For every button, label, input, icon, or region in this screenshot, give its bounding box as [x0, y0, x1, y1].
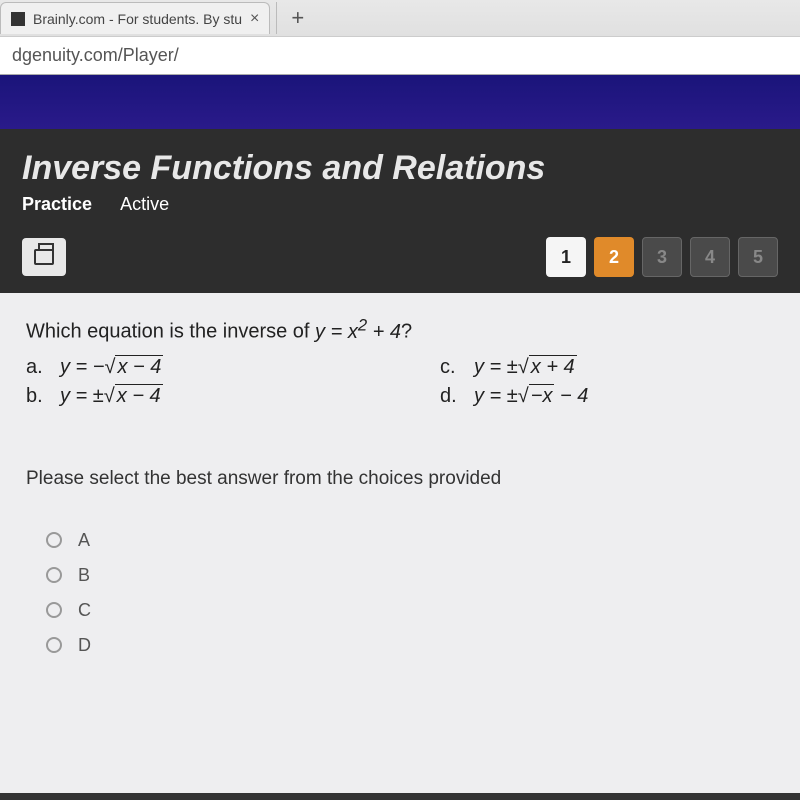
answer-a[interactable]: A [46, 530, 774, 551]
question-content: Which equation is the inverse of y = x2 … [0, 293, 800, 793]
option-a-expr: y = −x − 4 [60, 356, 163, 379]
browser-chrome: Brainly.com - For students. By stu × + d… [0, 0, 800, 75]
option-b: b. y = ±x − 4 [26, 385, 360, 408]
course-subtitle: Practice Active [22, 194, 778, 215]
page-4-button[interactable]: 4 [690, 237, 730, 277]
course-header: Inverse Functions and Relations Practice… [0, 129, 800, 227]
option-d: d. y = ±−x − 4 [440, 385, 774, 408]
option-c: c. y = ±x + 4 [440, 356, 774, 379]
option-c-label: c. [440, 356, 460, 379]
answer-options: a. y = −x − 4 c. y = ±x + 4 b. y = ±x − … [26, 356, 774, 408]
question-stem: Which equation is the inverse of y = x2 … [26, 315, 774, 344]
page-1-button[interactable]: 1 [546, 237, 586, 277]
option-a: a. y = −x − 4 [26, 356, 360, 379]
answer-radios: A B C D [26, 530, 774, 656]
option-b-label: b. [26, 385, 46, 408]
option-c-expr: y = ±x + 4 [474, 356, 577, 379]
toolbar: 1 2 3 4 5 [0, 227, 800, 293]
option-a-label: a. [26, 356, 46, 379]
answer-d-label: D [78, 635, 91, 656]
answer-b-label: B [78, 565, 90, 586]
answer-c-label: C [78, 600, 91, 621]
print-button[interactable] [22, 238, 66, 276]
course-mode: Practice [22, 194, 92, 215]
radio-b[interactable] [46, 567, 62, 583]
app-header-strip [0, 75, 800, 129]
browser-tab[interactable]: Brainly.com - For students. By stu × [0, 2, 270, 34]
question-pager: 1 2 3 4 5 [546, 237, 778, 277]
url-text: dgenuity.com/Player/ [12, 45, 179, 66]
answer-b[interactable]: B [46, 565, 774, 586]
option-d-label: d. [440, 385, 460, 408]
radio-d[interactable] [46, 637, 62, 653]
course-state: Active [120, 194, 169, 215]
tab-close-icon[interactable]: × [250, 10, 259, 28]
option-d-expr: y = ±−x − 4 [474, 385, 588, 408]
new-tab-button[interactable]: + [276, 2, 318, 34]
answer-a-label: A [78, 530, 90, 551]
answer-d[interactable]: D [46, 635, 774, 656]
page-5-button[interactable]: 5 [738, 237, 778, 277]
question-expr: y = x2 + 4 [315, 321, 401, 343]
page-3-button[interactable]: 3 [642, 237, 682, 277]
print-icon [34, 249, 54, 265]
answer-c[interactable]: C [46, 600, 774, 621]
course-title: Inverse Functions and Relations [22, 149, 778, 188]
question-prefix: Which equation is the inverse of [26, 321, 315, 343]
tab-title: Brainly.com - For students. By stu [33, 11, 242, 27]
radio-a[interactable] [46, 532, 62, 548]
address-bar[interactable]: dgenuity.com/Player/ [0, 36, 800, 74]
tab-favicon-icon [11, 12, 25, 26]
radio-c[interactable] [46, 602, 62, 618]
page-2-button[interactable]: 2 [594, 237, 634, 277]
option-b-expr: y = ±x − 4 [60, 385, 163, 408]
tab-bar: Brainly.com - For students. By stu × + [0, 0, 800, 36]
instruction-text: Please select the best answer from the c… [26, 468, 774, 490]
